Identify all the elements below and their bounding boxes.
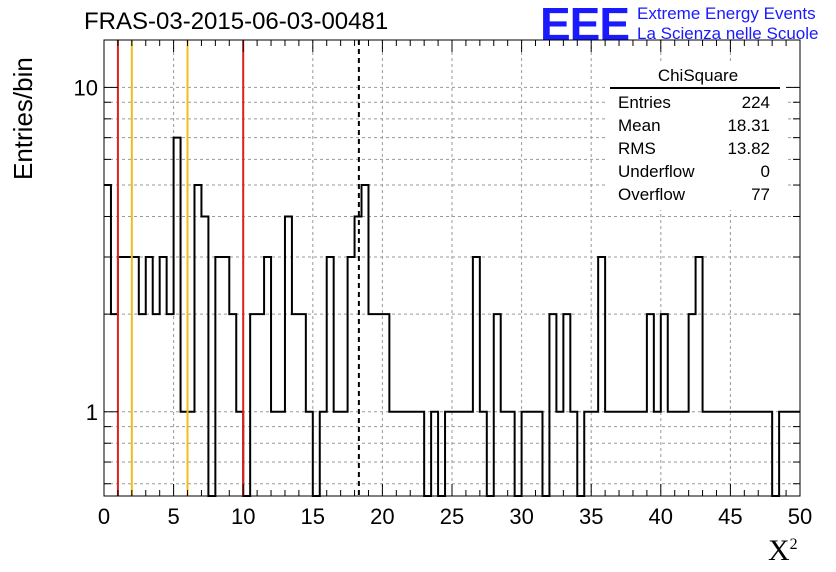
histogram-bin: [222, 257, 229, 496]
x-tick-label: 45: [718, 504, 742, 529]
x-axis-label: X2: [768, 534, 798, 568]
stats-row-overflow: Overflow 77: [610, 183, 780, 206]
histogram-bin: [285, 216, 292, 496]
histogram-bin: [104, 185, 111, 496]
histogram-bin: [174, 138, 181, 496]
histogram-bin: [362, 185, 369, 496]
histogram-steps: [104, 136, 800, 497]
logo-line1: Extreme Energy Events: [637, 4, 816, 23]
x-tick-label: 15: [301, 504, 325, 529]
stats-label: Mean: [618, 116, 661, 135]
histogram-bin: [201, 216, 208, 496]
stats-label: Overflow: [618, 185, 686, 204]
stats-value: 0: [760, 162, 770, 181]
x-tick-label: 30: [509, 504, 533, 529]
stats-row-mean: Mean 18.31: [610, 114, 780, 137]
histogram-bin: [299, 314, 306, 496]
histogram-bin: [160, 257, 167, 496]
histogram-bin: [146, 257, 153, 496]
x-axis-label-base: X: [768, 534, 790, 567]
x-tick-label: 40: [649, 504, 673, 529]
histogram-bin: [111, 314, 118, 496]
x-tick-label: 35: [579, 504, 603, 529]
logo-line2: La Scienza nelle Scuole: [637, 24, 819, 43]
stats-row-rms: RMS 13.82: [610, 137, 780, 160]
histogram-bin: [153, 314, 160, 496]
histogram-bin: [194, 185, 201, 496]
histogram-bin: [292, 314, 299, 496]
stats-value: 224: [741, 93, 770, 112]
stats-row-entries: Entries 224: [610, 91, 780, 114]
stats-title: ChiSquare: [657, 66, 739, 85]
x-tick-label: 0: [98, 504, 110, 529]
histogram-bin: [689, 314, 696, 496]
histogram-bin: [382, 314, 389, 496]
x-tick-label: 50: [788, 504, 812, 529]
stats-value: 77: [751, 185, 770, 204]
stats-row-underflow: Underflow 0: [610, 160, 780, 183]
histogram-bin: [696, 257, 703, 496]
stats-label: Underflow: [618, 162, 695, 181]
histogram-bin: [257, 314, 264, 496]
histogram-bin: [139, 314, 146, 496]
histogram-bin: [167, 314, 174, 496]
histogram-bin: [348, 257, 355, 496]
histogram-bin: [494, 314, 501, 496]
y-tick-label: 1: [86, 400, 98, 425]
histogram-bin: [473, 257, 480, 496]
histogram-bin: [250, 314, 257, 496]
histogram-bin: [264, 257, 271, 496]
histogram-bin: [661, 314, 668, 496]
stats-label: Entries: [618, 93, 671, 112]
histogram-bin: [647, 314, 654, 496]
stats-divider: [610, 87, 780, 89]
stats-value: 18.31: [727, 116, 770, 135]
x-axis-label-superscript: 2: [789, 536, 798, 553]
stats-box: ChiSquare Entries 224 Mean 18.31 RMS 13.82 …: [610, 66, 780, 206]
stats-value: 13.82: [727, 139, 770, 158]
histogram-bin: [375, 314, 382, 496]
histogram-bin: [118, 257, 125, 496]
histogram-bin: [368, 314, 375, 496]
histogram-bin: [215, 257, 222, 496]
y-tick-label: 10: [74, 75, 98, 100]
stats-label: RMS: [618, 139, 656, 158]
histogram-bin: [549, 314, 556, 496]
x-tick-label: 25: [440, 504, 464, 529]
x-tick-label: 20: [370, 504, 394, 529]
histogram-bin: [598, 257, 605, 496]
histogram-bin: [125, 257, 132, 496]
x-tick-label: 10: [231, 504, 255, 529]
histogram-bin: [229, 314, 236, 496]
histogram-bin: [563, 314, 570, 496]
chart-title: FRAS-03-2015-06-03-00481: [84, 8, 389, 35]
histogram-bin: [132, 257, 139, 496]
x-tick-label: 5: [167, 504, 179, 529]
histogram-bin: [327, 257, 334, 496]
